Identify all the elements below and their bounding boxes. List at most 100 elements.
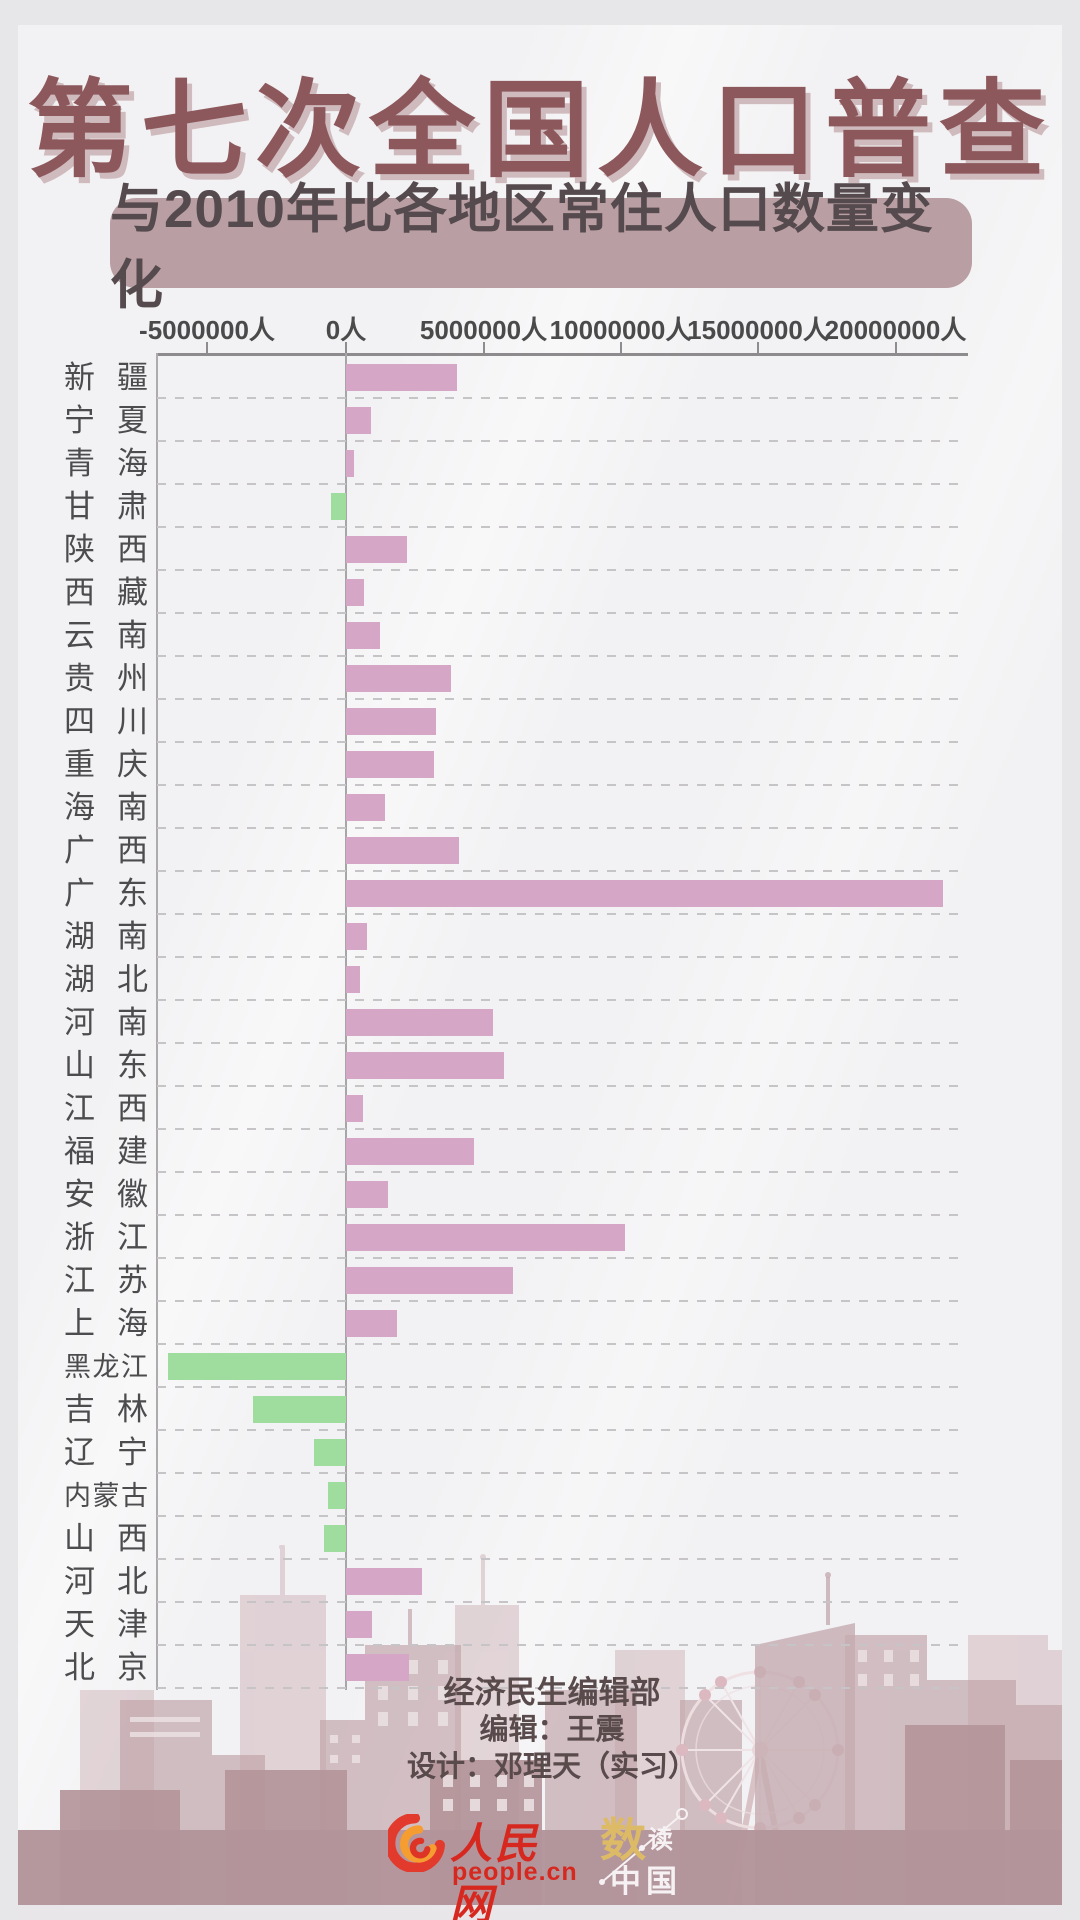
province-label-char: 福 <box>64 1133 95 1169</box>
gridline <box>157 870 964 872</box>
bar <box>346 751 435 778</box>
gridline <box>157 1128 964 1130</box>
province-label-char: 南 <box>117 789 148 825</box>
gridline <box>157 1343 964 1345</box>
province-label-char: 重 <box>64 746 95 782</box>
province-label: 江西 <box>64 1090 148 1126</box>
axis-tick <box>345 342 347 354</box>
bar <box>346 364 458 391</box>
province-label: 甘肃 <box>64 490 148 523</box>
subtitle-text: 与2010年比各地区常住人口数量变化 <box>110 180 934 315</box>
gridline <box>157 784 964 786</box>
axis-tick <box>206 342 208 354</box>
province-label: 青海 <box>64 445 148 481</box>
province-label: 海南 <box>64 789 148 825</box>
province-label-char: 宁 <box>117 1434 148 1470</box>
province-label: 宁夏 <box>64 402 148 438</box>
x-axis-label: 20000000人 <box>824 315 967 345</box>
bar <box>252 1396 346 1423</box>
bar <box>346 450 355 477</box>
bar <box>346 1611 372 1638</box>
gridline <box>157 1042 964 1044</box>
skyline-front-buildings <box>18 1572 1062 1920</box>
gridline <box>157 397 964 399</box>
shudu-char-shu: 数 <box>600 1814 646 1866</box>
gridline <box>157 440 964 442</box>
province-label-char: 海 <box>117 445 148 481</box>
gridline <box>157 1257 964 1259</box>
credits-block: 经济民生编辑部 编辑：王震 设计：邓理天（实习） <box>12 1674 1080 1786</box>
province-label-char: 建 <box>117 1133 148 1169</box>
gridline <box>157 1085 964 1087</box>
province-label-char: 庆 <box>117 746 148 782</box>
province-label-char: 东 <box>117 875 148 911</box>
bar <box>330 493 346 520</box>
bar <box>327 1482 346 1509</box>
province-label-char: 云 <box>64 617 95 653</box>
province-label-char: 徽 <box>117 1176 148 1212</box>
province-label-char: 南 <box>117 918 148 954</box>
province-label-char: 夏 <box>117 402 148 438</box>
gridline <box>157 1171 964 1173</box>
province-label-char: 江 <box>121 1351 148 1382</box>
x-axis-label: 15000000人 <box>687 315 829 345</box>
bar <box>346 1009 493 1036</box>
gridline <box>157 913 964 915</box>
bar <box>168 1353 346 1380</box>
province-label-char: 江 <box>64 1262 95 1298</box>
province-label-char: 吉 <box>64 1391 95 1427</box>
province-label-char: 南 <box>117 617 148 653</box>
province-label: 西藏 <box>64 574 148 610</box>
gridline <box>157 526 964 528</box>
province-label-char: 西 <box>64 574 95 610</box>
province-label-char: 广 <box>64 832 95 868</box>
x-axis-label: 10000000人 <box>549 315 692 345</box>
province-label: 重庆 <box>64 746 148 782</box>
province-label-char: 林 <box>117 1391 148 1427</box>
shudu-zhongguo-logo: 数 读 中国 <box>598 1804 694 1899</box>
gridline <box>157 1687 964 1689</box>
province-label: 四川 <box>64 703 148 739</box>
province-label-char: 海 <box>64 789 95 825</box>
province-label-char: 山 <box>64 1047 95 1083</box>
gridline <box>157 741 964 743</box>
province-label: 吉林 <box>64 1391 148 1427</box>
gridline <box>157 999 964 1001</box>
gridline <box>157 569 964 571</box>
bar <box>346 708 436 735</box>
province-label-char: 藏 <box>117 574 148 610</box>
bar <box>346 536 407 563</box>
province-label: 河南 <box>64 1004 148 1040</box>
province-label: 云南 <box>64 617 148 653</box>
bar <box>346 1654 409 1681</box>
subtitle-pill: 与2010年比各地区常住人口数量变化 <box>110 180 972 315</box>
province-label-char: 西 <box>117 832 148 868</box>
bar <box>346 579 364 606</box>
province-label-char: 京 <box>117 1649 148 1685</box>
province-label: 辽宁 <box>64 1434 148 1470</box>
province-label: 安徽 <box>64 1176 148 1212</box>
province-label-char: 四 <box>64 703 95 739</box>
province-label: 天津 <box>64 1608 148 1641</box>
people-cn-logo-icon <box>388 1814 445 1872</box>
province-label-char: 西 <box>117 1090 148 1126</box>
province-label-char: 青 <box>64 445 95 481</box>
province-label-char: 蒙 <box>92 1480 120 1511</box>
province-label-char: 河 <box>64 1004 95 1040</box>
province-label-char: 疆 <box>117 359 148 395</box>
province-label: 湖北 <box>64 963 148 996</box>
province-label: 江苏 <box>64 1262 148 1298</box>
people-cn-logo: 人民网 people.cn <box>388 1810 578 1920</box>
gridline <box>157 827 964 829</box>
people-cn-logo-text: 人民网 <box>450 1820 541 1920</box>
gridline <box>157 1300 964 1302</box>
bar <box>346 1224 625 1251</box>
bar <box>346 665 451 692</box>
province-label: 河北 <box>64 1563 148 1599</box>
province-label-char: 贵 <box>64 660 95 696</box>
province-label-char: 海 <box>117 1305 148 1341</box>
gridline <box>157 655 964 657</box>
province-label-char: 北 <box>117 1563 148 1599</box>
credits-editor: 编辑：王震 <box>479 1714 625 1746</box>
